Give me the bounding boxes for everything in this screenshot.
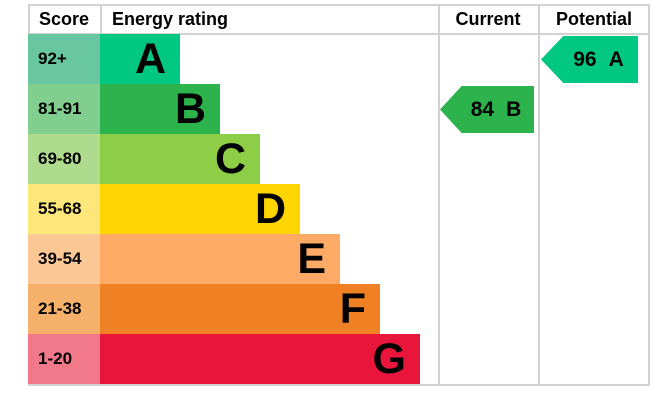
- band-row-b: 81-91 B: [28, 84, 650, 134]
- band-letter-e: E: [297, 234, 326, 283]
- potential-column-divider: [538, 4, 540, 384]
- rating-bar-e: E: [100, 234, 340, 284]
- band-letter-g: G: [372, 334, 406, 383]
- score-range-g: 1-20: [28, 334, 100, 384]
- rating-bar-f: F: [100, 284, 380, 334]
- band-letter-f: F: [339, 284, 366, 333]
- rating-bar-d: D: [100, 184, 300, 234]
- score-range-e: 39-54: [28, 234, 100, 284]
- potential-rating-value: 96: [573, 47, 597, 71]
- score-range-c: 69-80: [28, 134, 100, 184]
- rating-bar-b: B: [100, 84, 220, 134]
- band-row-e: 39-54 E: [28, 234, 650, 284]
- rating-bar-a: A: [100, 34, 180, 84]
- band-row-a: 92+ A: [28, 34, 650, 84]
- rating-bar-g: G: [100, 334, 420, 384]
- band-row-d: 55-68 D: [28, 184, 650, 234]
- table-right-border: [648, 4, 650, 384]
- score-range-a: 92+: [28, 34, 100, 84]
- table-top-border: [28, 4, 650, 6]
- current-rating-arrow: 84 B: [440, 86, 534, 133]
- band-letter-a: A: [134, 34, 166, 83]
- band-letter-c: C: [214, 134, 246, 183]
- potential-rating-letter: A: [608, 47, 624, 71]
- header-potential: Potential: [555, 8, 632, 29]
- current-column-divider: [438, 4, 440, 384]
- score-range-b: 81-91: [28, 84, 100, 134]
- table-bottom-border: [28, 384, 650, 386]
- header-bottom-border: [28, 33, 650, 35]
- potential-rating-arrow: 96 A: [541, 36, 638, 83]
- header-current: Current: [455, 8, 521, 29]
- band-row-g: 1-20 G: [28, 334, 650, 384]
- rating-bar-c: C: [100, 134, 260, 184]
- band-letter-d: D: [254, 184, 286, 233]
- score-column-divider: [100, 4, 102, 33]
- band-letter-b: B: [174, 84, 206, 133]
- score-range-f: 21-38: [28, 284, 100, 334]
- header-energy-rating: Energy rating: [112, 8, 229, 29]
- current-rating-value: 84: [470, 97, 495, 121]
- current-rating-letter: B: [506, 97, 522, 121]
- score-range-d: 55-68: [28, 184, 100, 234]
- band-row-c: 69-80 C: [28, 134, 650, 184]
- header-score: Score: [38, 8, 90, 29]
- band-row-f: 21-38 F: [28, 284, 650, 334]
